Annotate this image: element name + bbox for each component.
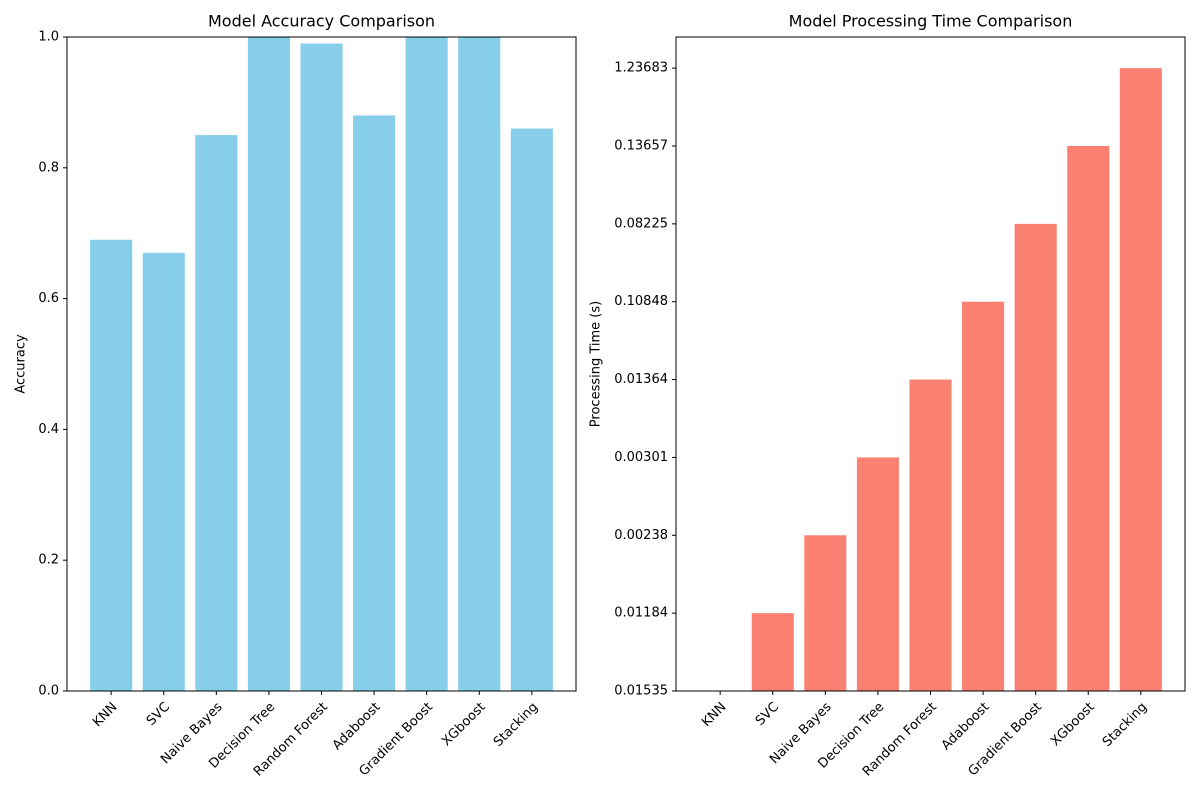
y-tick-label: 0.4 <box>38 422 59 437</box>
bar <box>856 457 899 691</box>
y-axis-label: Accuracy <box>14 334 29 394</box>
bar <box>90 239 133 692</box>
bar <box>804 535 847 691</box>
bar <box>1014 223 1057 691</box>
axes-frame <box>66 36 577 692</box>
y-tick-label: 0.01535 <box>614 684 668 699</box>
bar <box>1119 68 1162 691</box>
y-tick-label: 0.01184 <box>614 606 668 621</box>
x-tick-label: KNN <box>699 700 729 730</box>
bar <box>909 379 952 691</box>
y-tick-label: 0.00238 <box>614 528 668 543</box>
bar <box>142 252 185 691</box>
bar <box>458 37 501 691</box>
bar <box>195 135 238 692</box>
y-tick-label: 0.01364 <box>614 372 668 387</box>
x-tick-label: Adaboost <box>939 700 993 754</box>
bar <box>300 43 343 692</box>
bar <box>247 37 290 691</box>
x-tick-label: KNN <box>90 700 120 730</box>
bar <box>510 128 553 691</box>
y-tick-label: 0.2 <box>38 553 59 568</box>
y-tick-label: 0.00301 <box>614 450 668 465</box>
bar <box>1067 146 1110 691</box>
x-tick-label: Stacking <box>1100 700 1150 750</box>
y-tick-label: 1.0 <box>38 30 59 45</box>
y-tick-label: 0.6 <box>38 291 59 306</box>
y-tick-label: 0.08225 <box>614 216 668 231</box>
y-tick-label: 0.0 <box>38 684 59 699</box>
y-tick-label: 0.10848 <box>614 294 668 309</box>
x-tick-label: Stacking <box>491 700 541 750</box>
chart-title: Model Processing Time Comparison <box>789 12 1073 31</box>
bar <box>751 613 794 691</box>
bar <box>962 301 1005 691</box>
x-tick-label: SVC <box>144 700 173 729</box>
bar <box>353 115 396 692</box>
chart-title: Model Accuracy Comparison <box>208 12 435 31</box>
bar <box>405 37 448 691</box>
x-tick-label: Adaboost <box>330 700 384 754</box>
y-tick-label: 0.13657 <box>614 139 668 154</box>
y-tick-label: 1.23683 <box>614 61 668 76</box>
axes-frame <box>675 36 1186 692</box>
y-tick-label: 0.8 <box>38 160 59 175</box>
x-tick-label: XGboost <box>1048 700 1098 750</box>
x-tick-label: SVC <box>753 700 782 729</box>
x-tick-label: XGboost <box>439 700 489 750</box>
y-axis-label: Processing Time (s) <box>589 301 604 427</box>
